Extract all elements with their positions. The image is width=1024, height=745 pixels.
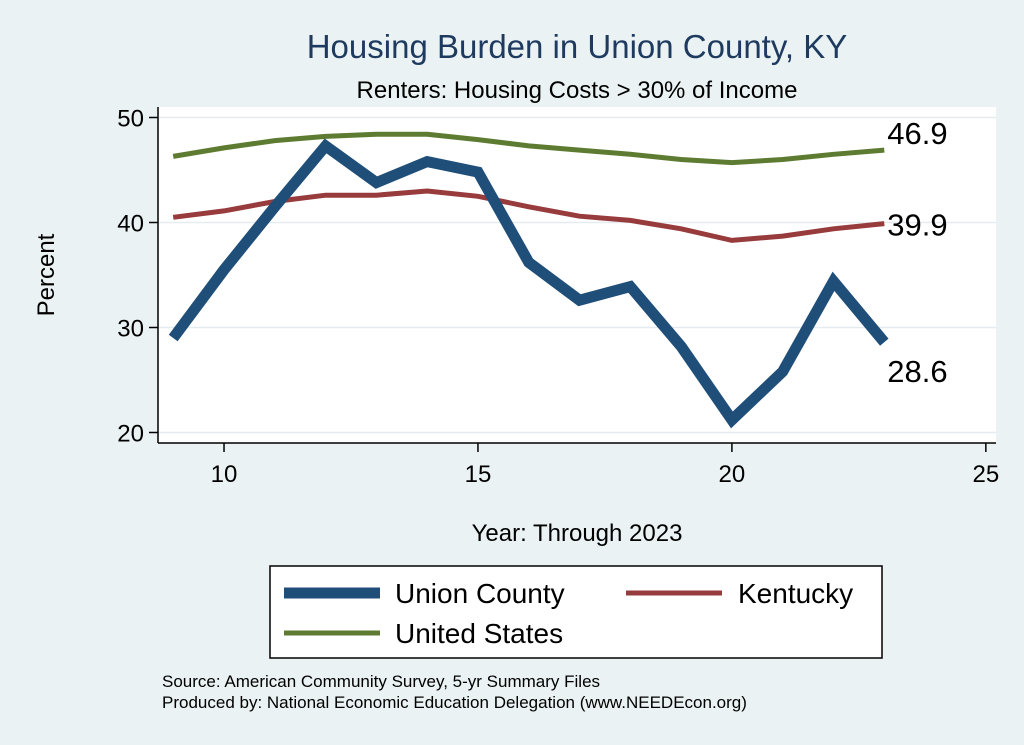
legend-label-union-county: Union County [395, 578, 565, 609]
y-tick-label-30: 30 [117, 316, 144, 343]
produced-by-note: Produced by: National Economic Education… [162, 693, 747, 712]
end-label-united-states: 46.9 [887, 116, 947, 151]
end-label-union-county: 28.6 [887, 354, 947, 389]
x-tick-label-15: 15 [465, 461, 492, 488]
end-label-kentucky: 39.9 [887, 208, 947, 243]
x-tick-label-20: 20 [719, 461, 746, 488]
end-labels: 46.9 39.9 28.6 [887, 116, 947, 389]
chart-subtitle: Renters: Housing Costs > 30% of Income [357, 77, 798, 104]
y-ticks: 20 30 40 50 [117, 106, 158, 448]
legend-label-kentucky: Kentucky [738, 578, 853, 609]
y-tick-label-50: 50 [117, 106, 144, 133]
y-tick-label-40: 40 [117, 211, 144, 238]
x-tick-label-10: 10 [211, 461, 238, 488]
y-tick-label-20: 20 [117, 421, 144, 448]
plot-area [158, 107, 996, 443]
x-ticks: 10 15 20 25 [211, 443, 999, 488]
y-axis-label: Percent [33, 233, 60, 316]
legend-label-united-states: United States [395, 618, 563, 649]
line-kentucky [172, 188, 885, 243]
source-note: Source: American Community Survey, 5-yr … [162, 672, 600, 691]
x-tick-label-25: 25 [972, 461, 999, 488]
grid [158, 116, 996, 434]
line-union-county [168, 138, 889, 429]
legend-box [269, 565, 883, 659]
legend: Union County Kentucky United States [269, 565, 883, 659]
chart-title: Housing Burden in Union County, KY [307, 28, 848, 65]
line-united-states [172, 131, 885, 166]
x-axis-label: Year: Through 2023 [472, 520, 683, 547]
series-group [168, 131, 889, 429]
